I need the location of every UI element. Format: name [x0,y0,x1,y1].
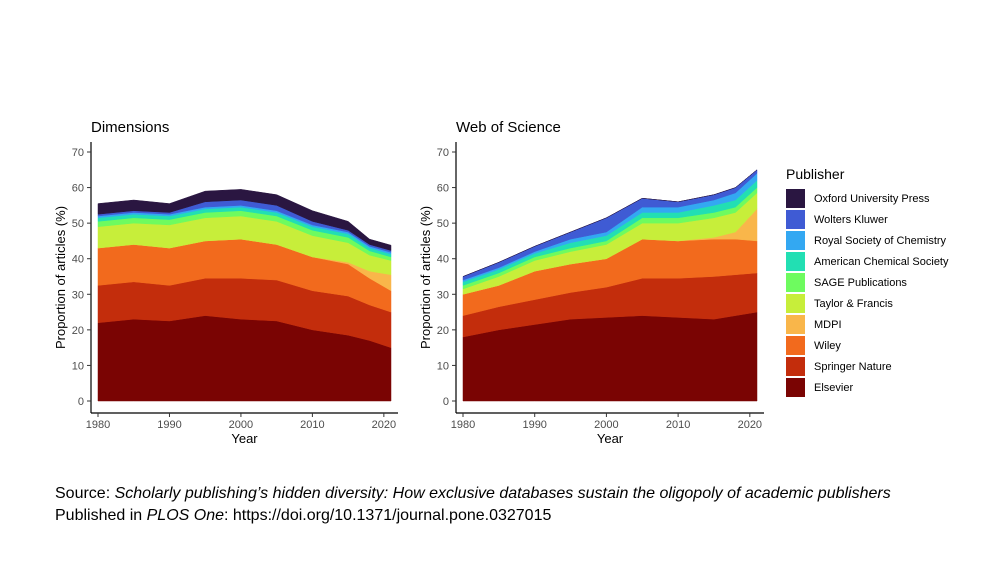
dimensions-x-tick-label: 1990 [157,419,181,431]
web-of-science-y-tick-label: 0 [443,396,449,408]
dimensions-y-label: Proportion of articles (%) [53,206,68,349]
dimensions-x-tick-label: 1980 [86,419,110,431]
source-line: Source: Scholarly publishing’s hidden di… [55,483,891,505]
web-of-science-y-tick-label: 60 [437,183,449,195]
source-caption: Source: Scholarly publishing’s hidden di… [55,483,891,527]
dimensions-y-tick-label: 0 [78,396,84,408]
legend-swatch [786,210,805,229]
legend-swatch [786,336,805,355]
web-of-science-y-tick-label: 30 [437,289,449,301]
web-of-science-y-label: Proportion of articles (%) [418,206,433,349]
web-of-science-x-tick-label: 2010 [666,419,690,431]
source-prefix: Source: [55,485,115,502]
legend-label: American Chemical Society [814,255,949,268]
legend: Publisher Oxford University Press Wolters… [786,166,986,398]
legend-swatch [786,273,805,292]
legend-label: Oxford University Press [814,192,930,205]
dimensions-x-tick-label: 2010 [300,419,324,431]
legend-swatch [786,189,805,208]
legend-swatch [786,357,805,376]
web-of-science-panel: 0 10 20 30 40 50 60 70 1980 1990 2000 2010 2020 Web o… [418,119,764,446]
dimensions-title: Dimensions [91,119,169,136]
legend-label: SAGE Publications [814,276,907,289]
published-prefix: Published in [55,507,147,524]
legend-label: Elsevier [814,381,854,394]
legend-item-mdpi: MDPI [786,314,986,335]
dimensions-area-oxford-university-press [97,189,392,251]
web-of-science-x-tick-label: 1980 [451,419,475,431]
web-of-science-x-label: Year [597,431,624,446]
legend-swatch [786,294,805,313]
web-of-science-x-tick-label: 2000 [594,419,618,431]
dimensions-x-label: Year [231,431,258,446]
web-of-science-y-tick-label: 40 [437,254,449,266]
legend-item-oxford-university-press: Oxford University Press [786,188,986,209]
legend-label: Springer Nature [814,360,892,373]
web-of-science-title: Web of Science [456,119,561,136]
legend-swatch [786,315,805,334]
web-of-science-y-tick-label: 50 [437,218,449,230]
dimensions-x-tick-label: 2000 [229,419,253,431]
legend-item-royal-society-of-chemistry: Royal Society of Chemistry [786,230,986,251]
paper-title: Scholarly publishing’s hidden diversity:… [114,485,891,502]
published-line: Published in PLOS One: https://doi.org/1… [55,505,891,527]
dimensions-y-tick-label: 70 [72,147,84,159]
web-of-science-x-tick-label: 2020 [738,419,762,431]
legend-item-elsevier: Elsevier [786,377,986,398]
dimensions-y-tick-label: 30 [72,289,84,301]
legend-title: Publisher [786,166,845,182]
legend-swatch [786,252,805,271]
dimensions-y-tick-label: 40 [72,254,84,266]
legend-item-springer-nature: Springer Nature [786,356,986,377]
web-of-science-y-tick-label: 70 [437,147,449,159]
legend-swatch [786,231,805,250]
legend-label: Royal Society of Chemistry [814,234,947,247]
dimensions-y-tick-label: 20 [72,325,84,337]
legend-item-american-chemical-society: American Chemical Society [786,251,986,272]
web-of-science-y-tick-label: 10 [437,360,449,372]
dimensions-y-tick-label: 10 [72,360,84,372]
legend-item-wolters-kluwer: Wolters Kluwer [786,209,986,230]
dimensions-x-tick-label: 2020 [372,419,396,431]
legend-items: Oxford University Press Wolters Kluwer Roy… [786,188,986,398]
journal-name: PLOS One [146,507,224,524]
dimensions-y-tick-label: 60 [72,183,84,195]
legend-label: MDPI [814,318,842,331]
legend-item-wiley: Wiley [786,335,986,356]
web-of-science-x-tick-label: 1990 [522,419,546,431]
web-of-science-y-tick-label: 20 [437,325,449,337]
web-of-science-area-oxford-university-press [462,169,758,277]
legend-label: Wiley [814,339,841,352]
legend-label: Taylor & Francis [814,297,893,310]
legend-item-sage-publications: SAGE Publications [786,272,986,293]
dimensions-y-tick-label: 50 [72,218,84,230]
legend-item-taylor-and-francis: Taylor & Francis [786,293,986,314]
legend-swatch [786,378,805,397]
legend-label: Wolters Kluwer [814,213,888,226]
dimensions-panel: 0 10 20 30 40 50 60 70 1980 1990 2000 2010 2020 Dimen… [53,119,398,446]
doi-text: : https://doi.org/10.1371/journal.pone.0… [224,507,552,524]
